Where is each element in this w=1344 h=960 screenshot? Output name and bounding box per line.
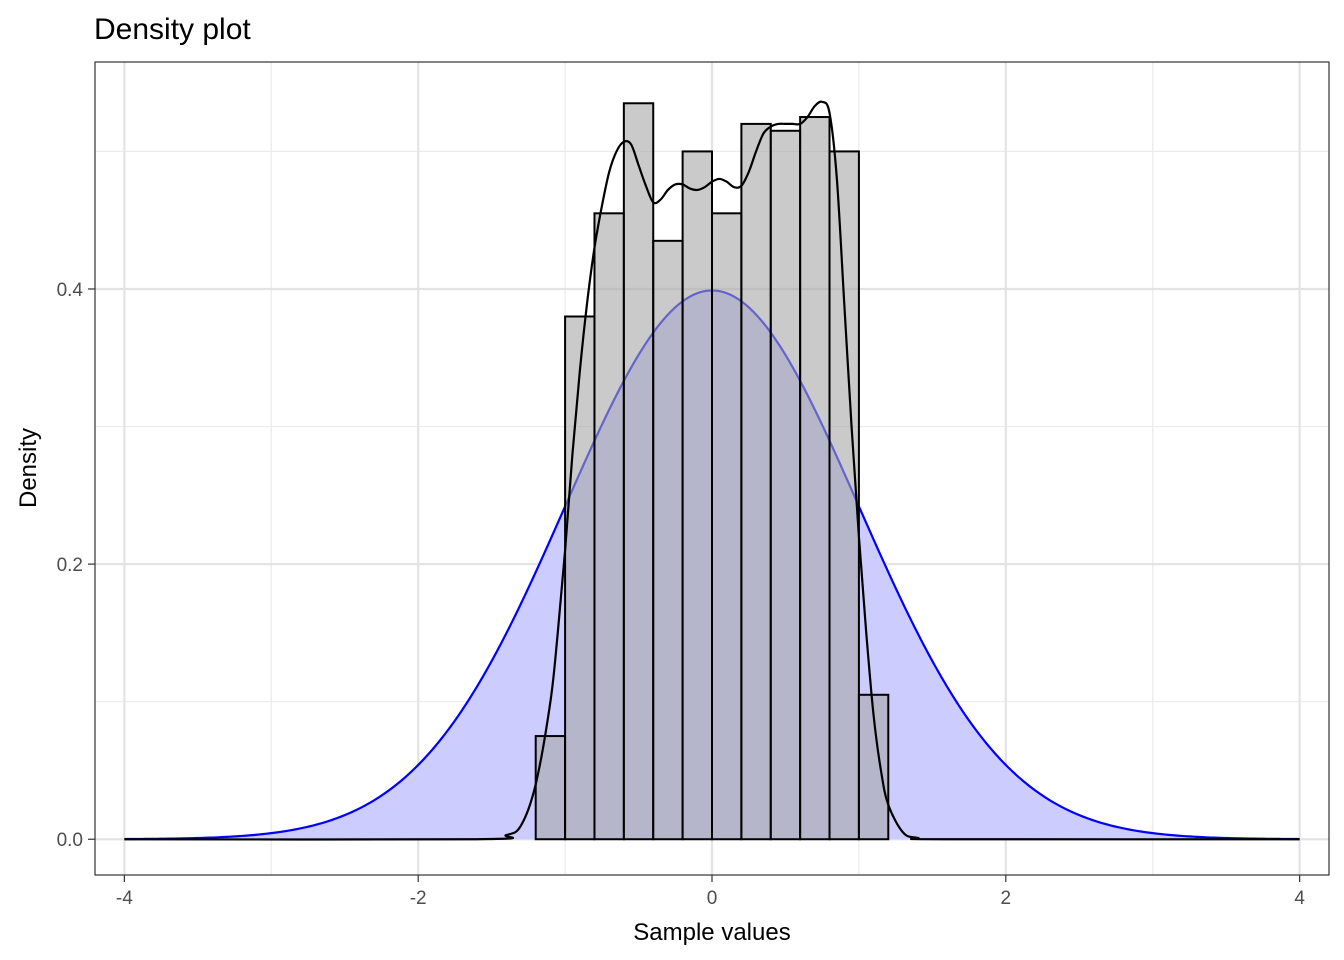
histogram-bar: [828, 150, 860, 841]
kernel-density-line: [124, 100, 1300, 841]
histogram-bar: [681, 150, 713, 841]
y-axis-title: Density: [15, 428, 42, 508]
y-tick-label: 0.2: [57, 555, 83, 576]
histogram-bar: [769, 129, 802, 841]
x-tick-label: 2: [1001, 888, 1012, 909]
kernel-density-layer: [124, 100, 1300, 841]
plot-title: Density plot: [94, 13, 251, 46]
histogram-bar: [593, 212, 625, 841]
x-tick-label: -2: [410, 888, 427, 909]
x-tick-label: 0: [707, 888, 718, 909]
x-tick-label: -4: [116, 888, 133, 909]
histogram-layer: [534, 102, 890, 841]
histogram-bar: [711, 212, 743, 841]
x-axis: -4 -2 0 2 4: [116, 875, 1305, 909]
y-tick-label: 0.0: [57, 830, 83, 851]
histogram-bar: [534, 735, 567, 841]
x-tick-label: 4: [1294, 888, 1305, 909]
y-axis: 0.0 0.2 0.4: [57, 280, 95, 851]
histogram-bar: [740, 122, 772, 841]
histogram-bar: [564, 315, 596, 841]
x-axis-title: Sample values: [633, 919, 790, 946]
y-tick-label: 0.4: [57, 280, 84, 301]
histogram-bar: [799, 116, 831, 841]
histogram-bar: [622, 102, 655, 841]
histogram-bar: [652, 239, 684, 841]
